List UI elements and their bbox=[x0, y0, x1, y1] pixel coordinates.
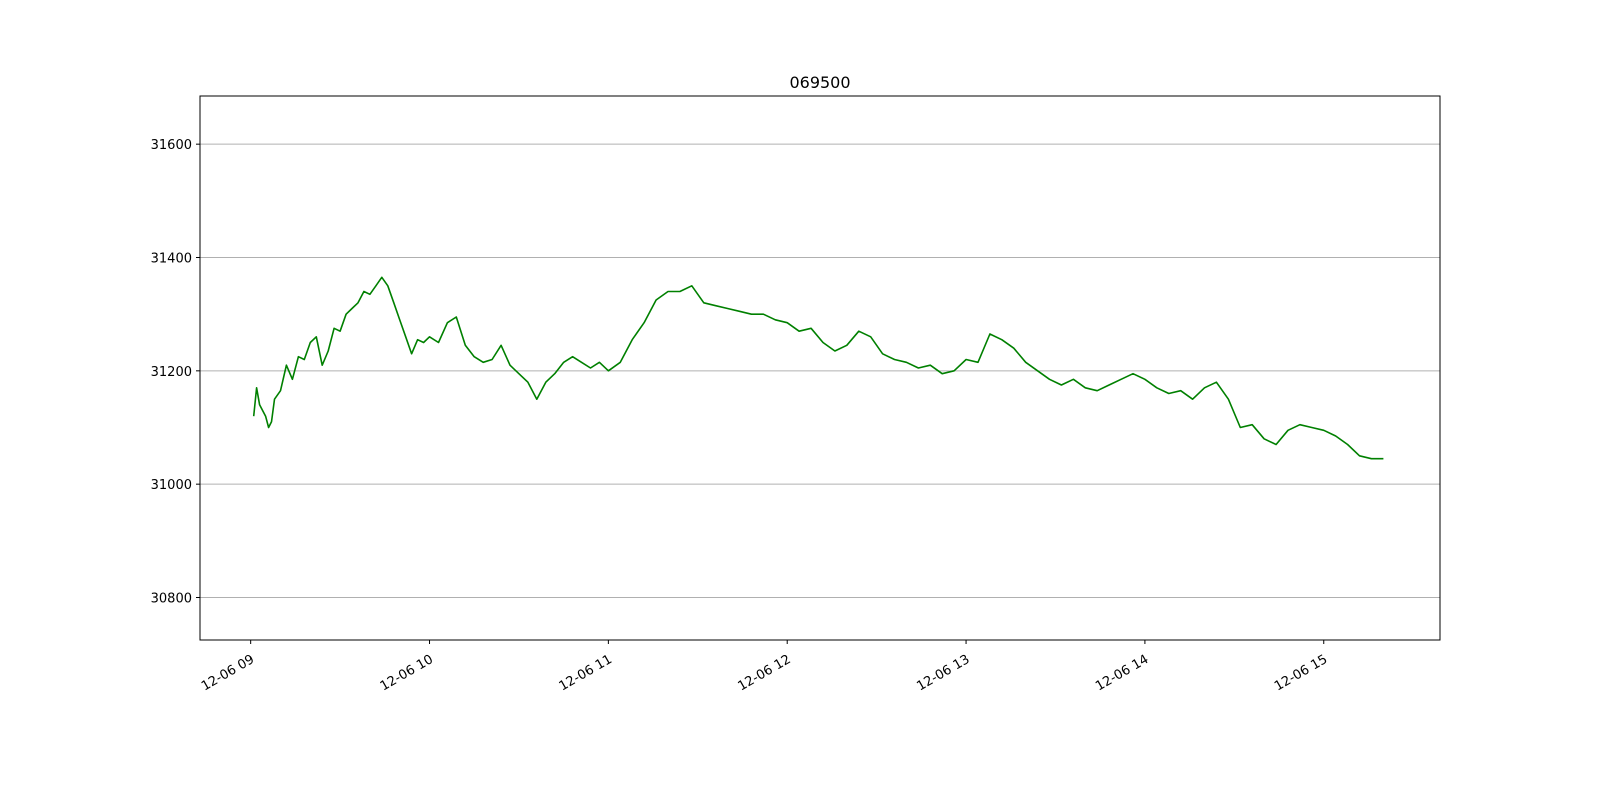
x-tick-label: 12-06 11 bbox=[557, 652, 615, 694]
x-tick-label: 12-06 13 bbox=[914, 652, 972, 694]
x-tick-label: 12-06 15 bbox=[1272, 652, 1330, 694]
x-axis: 12-06 09 12-06 10 12-06 11 12-06 12 12-06 13… bbox=[199, 640, 1330, 694]
x-tick-label: 12-06 09 bbox=[199, 652, 257, 694]
chart-title: 069500 bbox=[789, 73, 850, 92]
series-line bbox=[252, 276, 1384, 460]
y-tick-label: 31200 bbox=[151, 365, 192, 380]
y-tick-label: 31000 bbox=[151, 478, 192, 493]
y-axis: 30800 31000 31200 31400 31600 bbox=[151, 138, 200, 607]
plot-area-frame bbox=[199, 95, 1441, 641]
x-tick-label: 12-06 12 bbox=[735, 652, 793, 694]
y-tick-label: 31400 bbox=[151, 252, 192, 267]
y-tick-label: 31600 bbox=[151, 138, 192, 153]
x-tick-label: 12-06 10 bbox=[378, 652, 436, 694]
x-tick-label: 12-06 14 bbox=[1093, 652, 1151, 694]
grid-lines bbox=[200, 143, 1440, 598]
y-tick-label: 30800 bbox=[151, 592, 192, 607]
series-group bbox=[252, 276, 1384, 460]
